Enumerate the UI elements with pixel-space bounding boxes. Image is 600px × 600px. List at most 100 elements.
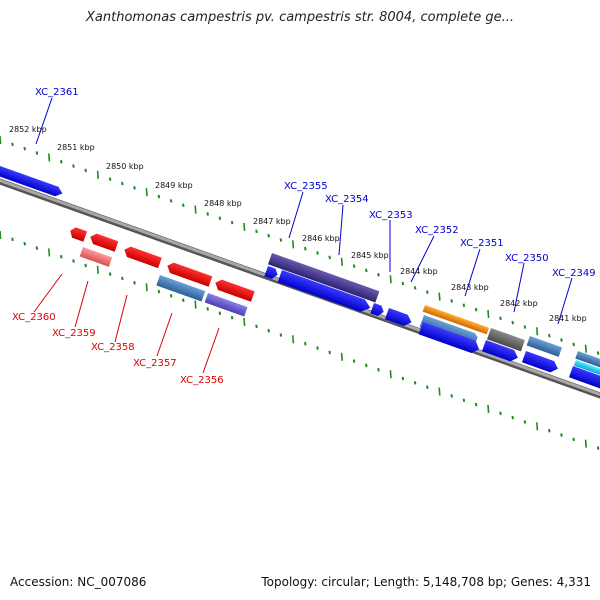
leader-line [35, 97, 53, 145]
tick-mark [96, 170, 99, 179]
gene-label[interactable]: XC_2353 [369, 210, 413, 221]
tick-mark [72, 164, 75, 168]
tick-mark [352, 264, 356, 268]
tick-mark [474, 402, 478, 407]
tick-mark [11, 237, 14, 242]
leader-line [513, 262, 525, 313]
tick-mark [413, 381, 417, 385]
gene-arrow[interactable] [418, 322, 482, 355]
accession-text: Accession: NC_007086 [10, 575, 147, 589]
tick-mark [548, 428, 551, 433]
tick-mark [11, 142, 14, 147]
gene-arrow[interactable] [486, 328, 525, 352]
minus-leader-lines [33, 273, 220, 374]
tick-mark [243, 317, 246, 327]
gene-arrow[interactable] [526, 336, 563, 357]
gene-label[interactable]: XC_2360 [12, 312, 56, 323]
tick-mark [292, 335, 295, 344]
tick-mark [499, 316, 502, 321]
tick-mark [230, 315, 234, 320]
gene-arrow[interactable] [384, 308, 414, 328]
gene-arrow[interactable] [277, 270, 373, 314]
tick-mark [206, 212, 209, 216]
kbp-label: 2841 kbp [549, 314, 587, 323]
tick-mark [450, 299, 453, 303]
tick-mark [133, 186, 136, 190]
gene-label[interactable]: XC_2358 [91, 342, 135, 353]
gene-arrow[interactable] [521, 351, 560, 374]
gene-arrow[interactable] [568, 366, 600, 391]
gene-label[interactable]: XC_2354 [325, 194, 369, 205]
gene-arrow[interactable] [573, 360, 600, 380]
tick-mark [218, 311, 222, 316]
tick-mark [328, 350, 331, 355]
gene-label[interactable]: XC_2349 [552, 268, 596, 279]
tick-mark [304, 246, 307, 251]
gene-arrow[interactable] [204, 293, 248, 317]
leader-line [557, 277, 573, 325]
tick-mark [194, 300, 197, 309]
tick-mark [316, 251, 319, 255]
tick-mark [474, 307, 478, 312]
tick-mark [450, 394, 453, 398]
gene-label[interactable]: XC_2359 [52, 328, 96, 339]
tick-mark [316, 346, 319, 350]
tick-mark [133, 281, 136, 285]
gene-arrow[interactable] [165, 261, 213, 287]
gene-label[interactable]: XC_2361 [35, 87, 79, 98]
tick-mark [96, 265, 99, 274]
tick-mark [389, 275, 392, 284]
tick-mark [438, 387, 441, 396]
tick-mark [194, 205, 197, 214]
gene-arrow[interactable] [156, 275, 206, 302]
tick-mark [548, 333, 551, 338]
tick-mark [157, 289, 161, 294]
leader-line [114, 294, 128, 343]
tick-mark [596, 351, 600, 355]
leader-line [410, 235, 435, 283]
gene-arrow[interactable] [264, 266, 279, 280]
kbp-label: 2843 kbp [451, 283, 489, 292]
kbp-label: 2848 kbp [204, 199, 242, 208]
tick-mark [487, 309, 490, 319]
tick-mark [365, 363, 368, 368]
gene-arrow[interactable] [575, 351, 600, 372]
leader-line [202, 327, 220, 374]
gene-arrow[interactable] [267, 253, 380, 303]
gene-arrow[interactable] [88, 232, 119, 252]
gene-label[interactable]: XC_2357 [133, 358, 177, 369]
minus-strand-genes [68, 226, 255, 317]
tick-mark [462, 398, 466, 403]
tick-mark [35, 151, 39, 155]
gene-label[interactable]: XC_2352 [415, 225, 459, 236]
tick-mark [121, 181, 124, 186]
gene-arrow[interactable] [0, 163, 64, 198]
tick-mark [340, 352, 343, 361]
plus-strand-genes-row2 [264, 266, 600, 391]
gene-label[interactable]: XC_2350 [505, 253, 549, 264]
tick-mark [572, 342, 575, 347]
tick-mark [304, 341, 307, 346]
tick-mark [560, 338, 563, 342]
gene-arrow[interactable] [481, 340, 520, 363]
tick-mark [352, 359, 356, 363]
gene-label[interactable]: XC_2355 [284, 181, 328, 192]
leader-line [156, 312, 173, 357]
tick-mark [145, 188, 148, 197]
gene-arrow[interactable] [68, 226, 88, 242]
kbp-label: 2850 kbp [106, 162, 144, 171]
tick-mark [340, 257, 343, 266]
gene-label[interactable]: XC_2351 [460, 238, 504, 249]
gene-arrow[interactable] [79, 247, 113, 267]
gene-arrow[interactable] [213, 278, 255, 302]
gene-label[interactable]: XC_2356 [180, 375, 224, 386]
gene-arrow[interactable] [370, 303, 385, 317]
tick-mark [536, 422, 539, 431]
tick-mark [48, 153, 51, 162]
tick-mark [365, 268, 368, 273]
gene-arrow[interactable] [122, 245, 162, 269]
tick-mark [401, 281, 405, 286]
gene-arrow[interactable] [422, 305, 490, 335]
tick-mark [72, 259, 75, 263]
